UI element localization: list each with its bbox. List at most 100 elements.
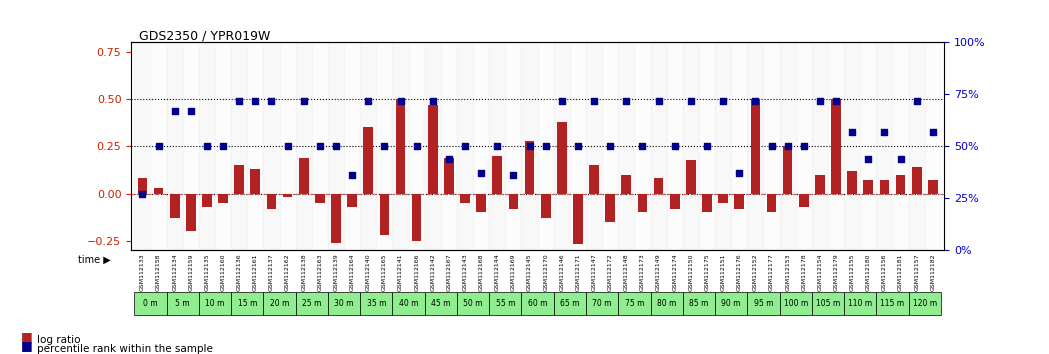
Text: log ratio: log ratio — [37, 335, 80, 345]
Point — [650, 98, 667, 103]
Bar — [377, 42, 392, 250]
Point — [376, 143, 392, 149]
Bar — [621, 175, 631, 194]
Text: 55 m: 55 m — [495, 299, 515, 308]
Point — [312, 143, 328, 149]
Point — [296, 98, 313, 103]
Bar — [524, 141, 534, 194]
Text: 25 m: 25 m — [302, 299, 321, 308]
FancyBboxPatch shape — [521, 292, 554, 315]
Bar — [796, 42, 812, 250]
Text: GSM112170: GSM112170 — [543, 253, 549, 291]
Bar — [573, 194, 583, 245]
Point — [489, 143, 506, 149]
Bar — [183, 42, 199, 250]
Bar — [312, 42, 328, 250]
Bar — [137, 178, 147, 194]
Bar — [283, 194, 293, 197]
Text: GSM112179: GSM112179 — [834, 253, 838, 291]
Point — [554, 98, 571, 103]
Point — [812, 98, 829, 103]
Point — [263, 98, 280, 103]
Point — [860, 156, 877, 162]
Bar — [279, 42, 296, 250]
Text: GSM112162: GSM112162 — [285, 253, 291, 291]
Bar — [654, 178, 663, 194]
Text: GDS2350 / YPR019W: GDS2350 / YPR019W — [140, 29, 271, 42]
Bar — [489, 42, 506, 250]
Point — [602, 143, 619, 149]
Bar — [395, 99, 405, 194]
Text: 65 m: 65 m — [560, 299, 580, 308]
Text: 115 m: 115 m — [880, 299, 904, 308]
Bar — [521, 42, 537, 250]
Text: GSM112180: GSM112180 — [865, 253, 871, 291]
Bar — [428, 105, 437, 194]
Bar — [506, 42, 521, 250]
Text: GSM112154: GSM112154 — [817, 253, 822, 291]
Text: 120 m: 120 m — [913, 299, 937, 308]
Bar — [476, 194, 486, 212]
Point — [473, 171, 490, 176]
Bar — [779, 42, 796, 250]
Text: GSM112138: GSM112138 — [301, 253, 306, 291]
Bar — [702, 194, 712, 212]
Bar — [699, 42, 715, 250]
Bar — [444, 158, 454, 194]
Bar — [315, 194, 325, 203]
FancyBboxPatch shape — [586, 292, 618, 315]
FancyBboxPatch shape — [231, 292, 263, 315]
Bar — [461, 194, 470, 203]
Text: GSM112176: GSM112176 — [736, 253, 742, 291]
Bar — [812, 42, 828, 250]
Bar — [667, 42, 683, 250]
Text: 105 m: 105 m — [816, 299, 840, 308]
Text: 30 m: 30 m — [335, 299, 354, 308]
Point — [634, 143, 650, 149]
Bar — [509, 194, 518, 209]
Text: 75 m: 75 m — [624, 299, 644, 308]
FancyBboxPatch shape — [554, 292, 586, 315]
Text: GSM112174: GSM112174 — [672, 253, 678, 291]
Bar — [541, 194, 551, 218]
FancyBboxPatch shape — [296, 292, 328, 315]
Text: GSM112164: GSM112164 — [349, 253, 355, 291]
Point — [763, 143, 779, 149]
Point — [360, 98, 377, 103]
Text: GSM112171: GSM112171 — [576, 253, 580, 291]
FancyBboxPatch shape — [360, 292, 392, 315]
Point — [908, 98, 925, 103]
Text: 80 m: 80 m — [657, 299, 677, 308]
Point — [892, 156, 908, 162]
Bar — [347, 194, 357, 207]
Text: GSM112146: GSM112146 — [559, 253, 564, 291]
FancyBboxPatch shape — [650, 292, 683, 315]
Bar — [473, 42, 489, 250]
Bar — [863, 180, 873, 194]
Point — [779, 143, 796, 149]
Bar — [344, 42, 360, 250]
Bar — [912, 167, 921, 194]
Bar — [266, 194, 276, 209]
Text: GSM112133: GSM112133 — [140, 253, 145, 291]
FancyBboxPatch shape — [134, 292, 167, 315]
Bar — [331, 194, 341, 242]
Bar — [218, 194, 228, 203]
Point — [327, 143, 344, 149]
Point — [279, 143, 296, 149]
Point — [666, 143, 683, 149]
Bar — [167, 42, 183, 250]
Bar — [896, 175, 905, 194]
Bar — [492, 156, 502, 194]
Bar — [170, 194, 179, 218]
Point — [392, 98, 409, 103]
Bar — [908, 42, 925, 250]
Text: GSM112150: GSM112150 — [688, 253, 693, 291]
Point — [505, 172, 521, 178]
FancyBboxPatch shape — [328, 292, 360, 315]
Text: 60 m: 60 m — [528, 299, 548, 308]
Point — [731, 171, 748, 176]
Text: GSM112137: GSM112137 — [269, 253, 274, 291]
Text: GSM112168: GSM112168 — [478, 253, 484, 291]
Bar — [296, 42, 312, 250]
